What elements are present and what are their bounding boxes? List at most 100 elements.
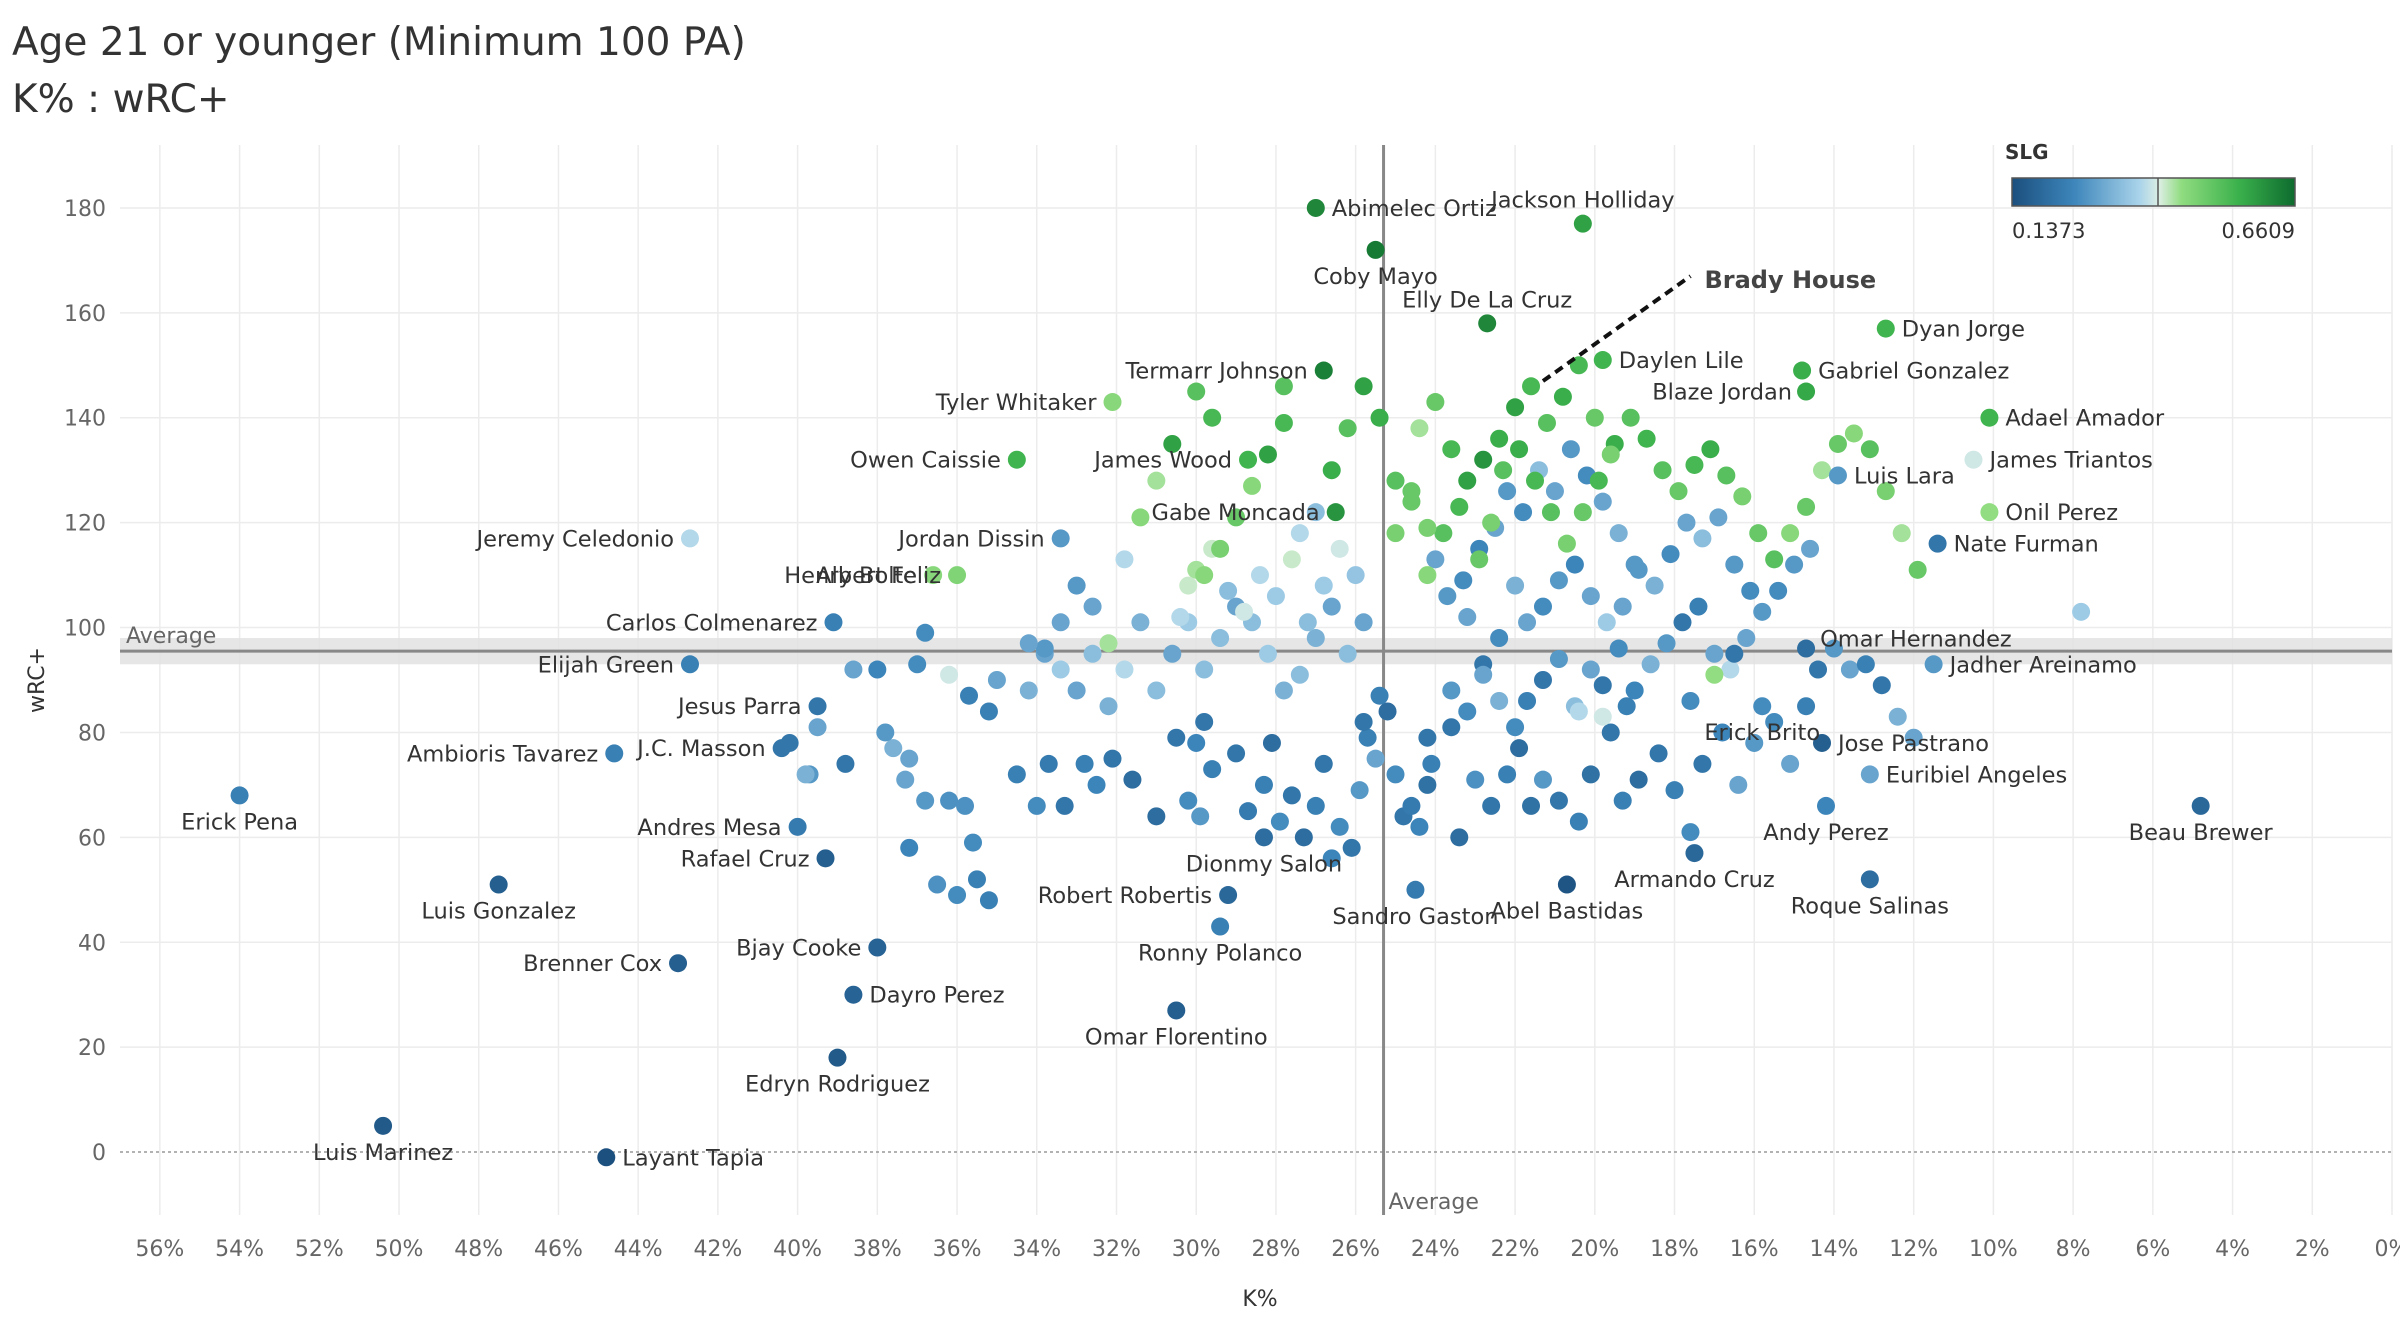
data-point	[1549, 650, 1568, 669]
data-point	[1342, 838, 1361, 857]
labeled-data-point	[1254, 828, 1273, 847]
data-point	[1474, 450, 1493, 469]
data-point	[1549, 571, 1568, 590]
point-label: Jadher Areinamo	[1948, 652, 2137, 678]
point-label: Adael Amador	[2005, 406, 2164, 432]
data-point	[1741, 581, 1760, 600]
data-point	[1625, 681, 1644, 700]
data-point	[1007, 765, 1026, 784]
x-tick-label: 52%	[295, 1237, 344, 1262]
data-point	[1593, 492, 1612, 511]
data-point	[979, 891, 998, 910]
labeled-data-point	[597, 1148, 616, 1167]
data-point	[1498, 482, 1517, 501]
data-point	[1510, 739, 1529, 758]
data-point	[1725, 555, 1744, 574]
point-label: Ronny Polanco	[1138, 941, 1302, 967]
data-point	[1737, 629, 1756, 648]
data-point	[1510, 440, 1529, 459]
data-point	[956, 796, 975, 815]
labeled-data-point	[924, 566, 943, 585]
x-tick-label: 36%	[933, 1237, 982, 1262]
data-point	[1506, 718, 1525, 737]
data-point	[2072, 602, 2091, 621]
labeled-data-point	[808, 697, 827, 716]
data-point	[1051, 660, 1070, 679]
x-tick-label: 54%	[215, 1237, 264, 1262]
reference-lines: Average Average	[120, 145, 2392, 1215]
data-point	[1039, 754, 1058, 773]
data-point	[1227, 508, 1246, 527]
data-point	[1227, 744, 1246, 763]
data-point	[1250, 566, 1269, 585]
data-point	[1661, 545, 1680, 564]
data-point	[979, 702, 998, 721]
data-point	[1693, 754, 1712, 773]
point-label: Elijah Green	[538, 652, 674, 678]
data-point	[1669, 482, 1688, 501]
x-tick-label: 32%	[1092, 1237, 1141, 1262]
data-point	[1338, 644, 1357, 663]
data-point	[1569, 702, 1588, 721]
data-point	[1191, 807, 1210, 826]
data-point	[1083, 644, 1102, 663]
data-point	[1693, 529, 1712, 548]
x-tick-label: 26%	[1331, 1237, 1380, 1262]
point-label: Sandro Gaston	[1332, 904, 1498, 930]
data-point	[1601, 445, 1620, 464]
data-point	[1306, 503, 1325, 522]
x-axis-title: K%	[1242, 1287, 1277, 1312]
data-point	[1458, 608, 1477, 627]
data-point	[896, 770, 915, 789]
data-point	[1262, 733, 1281, 752]
data-point	[1338, 419, 1357, 438]
data-point	[1322, 597, 1341, 616]
data-point	[1824, 639, 1843, 658]
labeled-data-point	[1797, 382, 1816, 401]
data-point	[1797, 497, 1816, 516]
labeled-data-point	[230, 786, 249, 805]
chart-title: Age 21 or younger (Minimum 100 PA)	[12, 20, 746, 65]
point-label: James Triantos	[1987, 448, 2152, 474]
labeled-data-point	[1816, 796, 1835, 815]
data-point	[1522, 377, 1541, 396]
labeled-data-point	[1813, 733, 1832, 752]
labeled-data-point	[1211, 917, 1230, 936]
data-point	[1067, 576, 1086, 595]
point-label: Abimelec Ortiz	[1332, 196, 1497, 222]
labeled-data-point	[1573, 214, 1592, 233]
data-point	[844, 660, 863, 679]
point-label: Nate Furman	[1954, 532, 2099, 558]
data-point	[1282, 550, 1301, 569]
data-point	[1434, 524, 1453, 543]
labeled-data-point	[1924, 655, 1943, 674]
data-point	[1290, 665, 1309, 684]
data-point	[1581, 660, 1600, 679]
x-tick-label: 16%	[1730, 1237, 1779, 1262]
data-point	[1482, 513, 1501, 532]
x-tick-label: 18%	[1650, 1237, 1699, 1262]
point-label: Dionmy Salon	[1186, 851, 1342, 877]
point-label: Dayro Perez	[869, 983, 1004, 1009]
data-point	[1749, 524, 1768, 543]
data-point	[1027, 796, 1046, 815]
data-point	[1418, 566, 1437, 585]
point-label: Erick Brito	[1704, 720, 1820, 746]
data-point	[1888, 707, 1907, 726]
data-point	[948, 886, 967, 905]
data-point	[1904, 728, 1923, 747]
x-tick-label: 56%	[135, 1237, 184, 1262]
data-point	[1386, 524, 1405, 543]
data-point	[1147, 471, 1166, 490]
data-point	[1019, 681, 1038, 700]
data-point	[1537, 413, 1556, 432]
labeled-data-point	[1828, 466, 1847, 485]
data-point	[1450, 497, 1469, 516]
data-point	[1876, 482, 1895, 501]
data-point	[940, 665, 959, 684]
data-point	[1370, 686, 1389, 705]
point-label: Blaze Jordan	[1652, 380, 1792, 406]
data-point	[1147, 681, 1166, 700]
point-label: Abel Bastidas	[1491, 899, 1644, 925]
data-point	[1518, 691, 1537, 710]
